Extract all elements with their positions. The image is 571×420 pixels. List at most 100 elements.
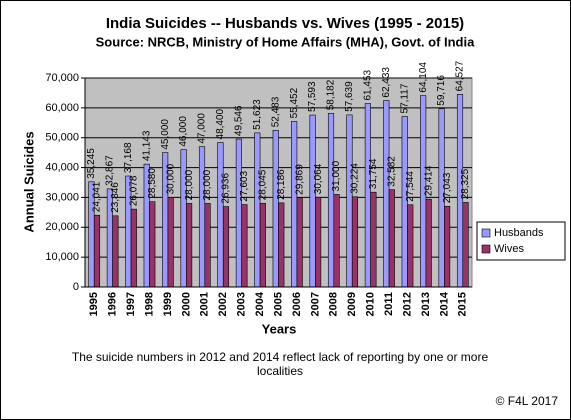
x-tick-label: 1999 <box>162 292 174 316</box>
x-tick-label: 2013 <box>420 292 432 316</box>
value-label: 64,104 <box>418 62 429 93</box>
value-label: 52,483 <box>270 96 281 127</box>
bar <box>333 194 340 288</box>
value-label: 61,453 <box>363 69 374 100</box>
x-tick-label: 2011 <box>383 292 395 316</box>
bar <box>370 191 377 288</box>
x-axis-label: Years <box>262 321 297 336</box>
legend-swatch <box>481 244 491 254</box>
value-label: 48,400 <box>215 108 226 139</box>
value-label: 29,869 <box>294 164 305 195</box>
bar <box>204 203 211 288</box>
bar <box>327 112 335 288</box>
value-label: 49,546 <box>234 105 245 136</box>
value-label: 26,936 <box>221 173 232 204</box>
value-label: 55,452 <box>289 87 300 118</box>
bar <box>167 197 174 288</box>
value-label: 28,000 <box>202 169 213 200</box>
legend-label: Husbands <box>494 227 544 239</box>
bar <box>149 201 156 288</box>
value-label: 24,041 <box>92 181 103 212</box>
value-label: 51,623 <box>252 99 263 130</box>
value-label: 41,143 <box>141 130 152 161</box>
bar <box>272 130 279 288</box>
x-tick-label: 2015 <box>457 292 469 316</box>
value-label: 28,580 <box>147 168 158 199</box>
x-tick-label: 2000 <box>180 292 192 316</box>
value-label: 28,325 <box>460 168 471 199</box>
y-tick-label: 30,000 <box>45 191 79 203</box>
chart-subtitle: Source: NRCB, Ministry of Home Affairs (… <box>96 34 475 49</box>
value-label: 28,000 <box>184 169 195 200</box>
value-label: 37,168 <box>123 142 134 173</box>
bar <box>383 100 390 288</box>
bar <box>241 204 248 288</box>
legend-box <box>476 221 566 261</box>
bar <box>462 202 469 288</box>
bar <box>291 121 298 288</box>
x-tick-label: 1997 <box>125 292 137 316</box>
annotation-box: The suicide numbers in 2012 and 2014 ref… <box>71 350 489 378</box>
value-label: 59,716 <box>436 75 447 106</box>
value-label: 23,846 <box>110 182 121 213</box>
y-tick-label: 0 <box>73 281 79 293</box>
x-tick-label: 2003 <box>236 292 248 316</box>
x-tick-label: 1998 <box>143 292 155 316</box>
annotation: The suicide numbers in 2012 and 2014 ref… <box>71 350 489 378</box>
bar <box>407 204 414 288</box>
x-tick-label: 2005 <box>272 292 284 316</box>
value-label: 64,527 <box>455 60 466 91</box>
legend-label: Wives <box>494 243 524 255</box>
value-label: 58,182 <box>326 79 337 110</box>
bar <box>186 203 193 288</box>
value-label: 30,064 <box>313 163 324 194</box>
x-tick-label: 2004 <box>254 291 266 316</box>
y-tick-label: 10,000 <box>45 251 79 263</box>
legend-swatch <box>481 228 491 238</box>
value-label: 57,639 <box>344 81 355 112</box>
x-tick-label: 2006 <box>291 292 303 316</box>
value-label: 57,593 <box>307 81 318 112</box>
bar <box>351 196 359 288</box>
value-label: 46,000 <box>178 116 189 147</box>
value-label: 26,078 <box>128 175 139 206</box>
value-label: 31,754 <box>368 158 379 189</box>
bar <box>425 198 432 288</box>
y-tick-label: 70,000 <box>45 72 79 84</box>
bar <box>364 103 371 288</box>
bar <box>309 114 316 288</box>
footer: © F4L 2017 <box>496 394 559 408</box>
bar <box>217 142 224 288</box>
bar <box>198 146 206 288</box>
bar <box>254 132 261 288</box>
bar <box>315 196 322 288</box>
y-axis-label: Annual Suicides <box>21 131 36 232</box>
bar <box>222 206 230 288</box>
value-label: 28,045 <box>257 169 268 200</box>
value-label: 28,186 <box>276 169 287 200</box>
y-tick-label: 50,000 <box>45 132 79 144</box>
x-tick-label: 2014 <box>438 291 450 316</box>
value-label: 32,867 <box>105 155 116 186</box>
value-label: 30,224 <box>350 163 361 194</box>
bar <box>278 202 285 288</box>
bar <box>259 202 266 288</box>
value-label: 35,245 <box>86 148 97 179</box>
bar <box>112 215 119 288</box>
value-label: 30,000 <box>165 163 176 194</box>
chart-title: India Suicides -- Husbands vs. Wives (19… <box>106 15 464 32</box>
value-label: 62,433 <box>381 67 392 98</box>
value-label: 29,414 <box>423 165 434 196</box>
x-tick-label: 2008 <box>328 292 340 316</box>
value-label: 32,582 <box>386 156 397 187</box>
value-label: 57,117 <box>399 83 410 113</box>
y-tick-label: 20,000 <box>45 221 79 233</box>
bar <box>235 138 242 288</box>
value-label: 31,000 <box>331 160 342 191</box>
bar <box>346 114 353 288</box>
x-tick-label: 2002 <box>217 292 229 316</box>
x-tick-label: 2012 <box>401 292 413 316</box>
value-label: 47,000 <box>197 113 208 144</box>
bar <box>130 208 137 288</box>
